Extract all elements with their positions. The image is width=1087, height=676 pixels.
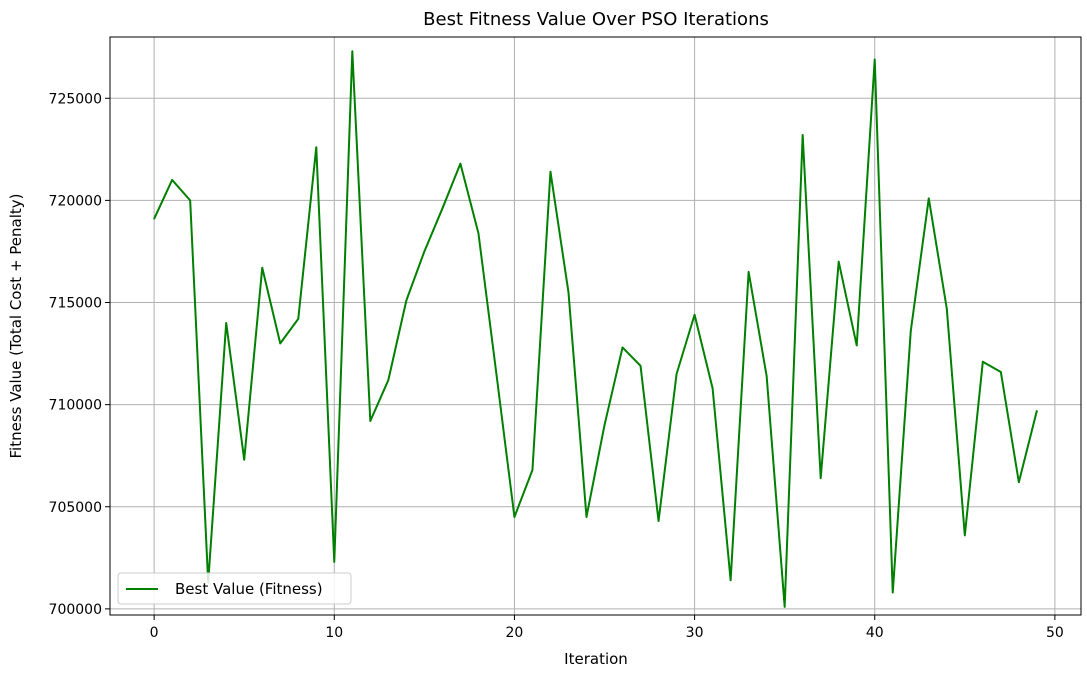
data-point bbox=[477, 232, 480, 234]
data-point bbox=[1036, 409, 1038, 412]
data-point bbox=[261, 266, 264, 269]
y-tick-label: 720000 bbox=[49, 193, 102, 209]
data-point bbox=[621, 346, 624, 349]
x-tick-label: 0 bbox=[150, 625, 159, 641]
x-axis-label: Iteration bbox=[564, 650, 628, 668]
data-point bbox=[387, 379, 390, 381]
data-point bbox=[1018, 481, 1020, 484]
data-point bbox=[495, 373, 498, 375]
data-point bbox=[711, 387, 714, 390]
chart-title: Best Fitness Value Over PSO Iterations bbox=[423, 9, 769, 30]
data-point bbox=[765, 375, 768, 377]
data-point bbox=[585, 516, 588, 518]
x-tick-label: 30 bbox=[686, 625, 704, 641]
data-point bbox=[837, 260, 840, 263]
data-point bbox=[441, 207, 444, 210]
data-point bbox=[405, 299, 408, 302]
data-point bbox=[819, 477, 822, 479]
x-tick-label: 40 bbox=[866, 625, 884, 641]
data-point bbox=[927, 197, 930, 200]
data-point bbox=[603, 424, 606, 426]
data-point bbox=[982, 360, 984, 363]
y-axis-label: Fitness Value (Total Cost + Penalty) bbox=[7, 194, 25, 459]
legend: Best Value (Fitness) bbox=[117, 572, 352, 605]
grid bbox=[110, 37, 1081, 615]
x-tick-label: 50 bbox=[1046, 625, 1064, 641]
data-point bbox=[189, 199, 191, 202]
data-point bbox=[675, 373, 678, 375]
data-point bbox=[459, 162, 462, 165]
data-point bbox=[747, 271, 750, 273]
data-point bbox=[333, 561, 336, 563]
x-axis-ticks: 0 10 20 30 40 50 bbox=[150, 615, 1064, 641]
data-point bbox=[153, 217, 155, 220]
series-layer bbox=[153, 50, 1038, 608]
data-point bbox=[855, 344, 858, 347]
data-point bbox=[531, 469, 534, 471]
y-tick-label: 710000 bbox=[49, 398, 102, 414]
y-axis-ticks: 700000 705000 710000 715000 720000 725000 bbox=[49, 91, 110, 618]
data-point bbox=[964, 534, 966, 537]
data-point bbox=[873, 58, 876, 61]
legend-label: Best Value (Fitness) bbox=[175, 580, 323, 598]
x-tick-label: 10 bbox=[325, 625, 343, 641]
data-point bbox=[1000, 371, 1002, 373]
data-point bbox=[369, 420, 372, 422]
data-point bbox=[171, 179, 173, 181]
data-point bbox=[891, 591, 894, 594]
y-tick-label: 700000 bbox=[49, 602, 102, 618]
data-point bbox=[549, 171, 552, 173]
data-point bbox=[297, 318, 300, 320]
data-point bbox=[639, 365, 642, 367]
data-point bbox=[351, 50, 354, 53]
y-tick-label: 725000 bbox=[49, 91, 102, 107]
data-point bbox=[783, 606, 786, 608]
data-point bbox=[693, 313, 696, 316]
data-point bbox=[225, 322, 227, 324]
data-point bbox=[657, 520, 660, 522]
y-tick-label: 705000 bbox=[49, 500, 102, 516]
x-tick-label: 20 bbox=[506, 625, 524, 641]
data-point bbox=[729, 579, 732, 582]
y-tick-label: 715000 bbox=[49, 296, 102, 312]
data-point bbox=[909, 330, 912, 332]
series-line-best-value bbox=[153, 50, 1038, 608]
data-point bbox=[801, 134, 804, 136]
data-point bbox=[513, 516, 516, 518]
data-point bbox=[243, 458, 246, 461]
plot-frame bbox=[109, 36, 1082, 616]
data-point bbox=[945, 307, 948, 310]
data-point bbox=[423, 250, 426, 253]
data-point bbox=[567, 291, 570, 294]
data-point bbox=[279, 342, 282, 345]
legend-box bbox=[117, 572, 352, 605]
data-point bbox=[315, 146, 318, 149]
